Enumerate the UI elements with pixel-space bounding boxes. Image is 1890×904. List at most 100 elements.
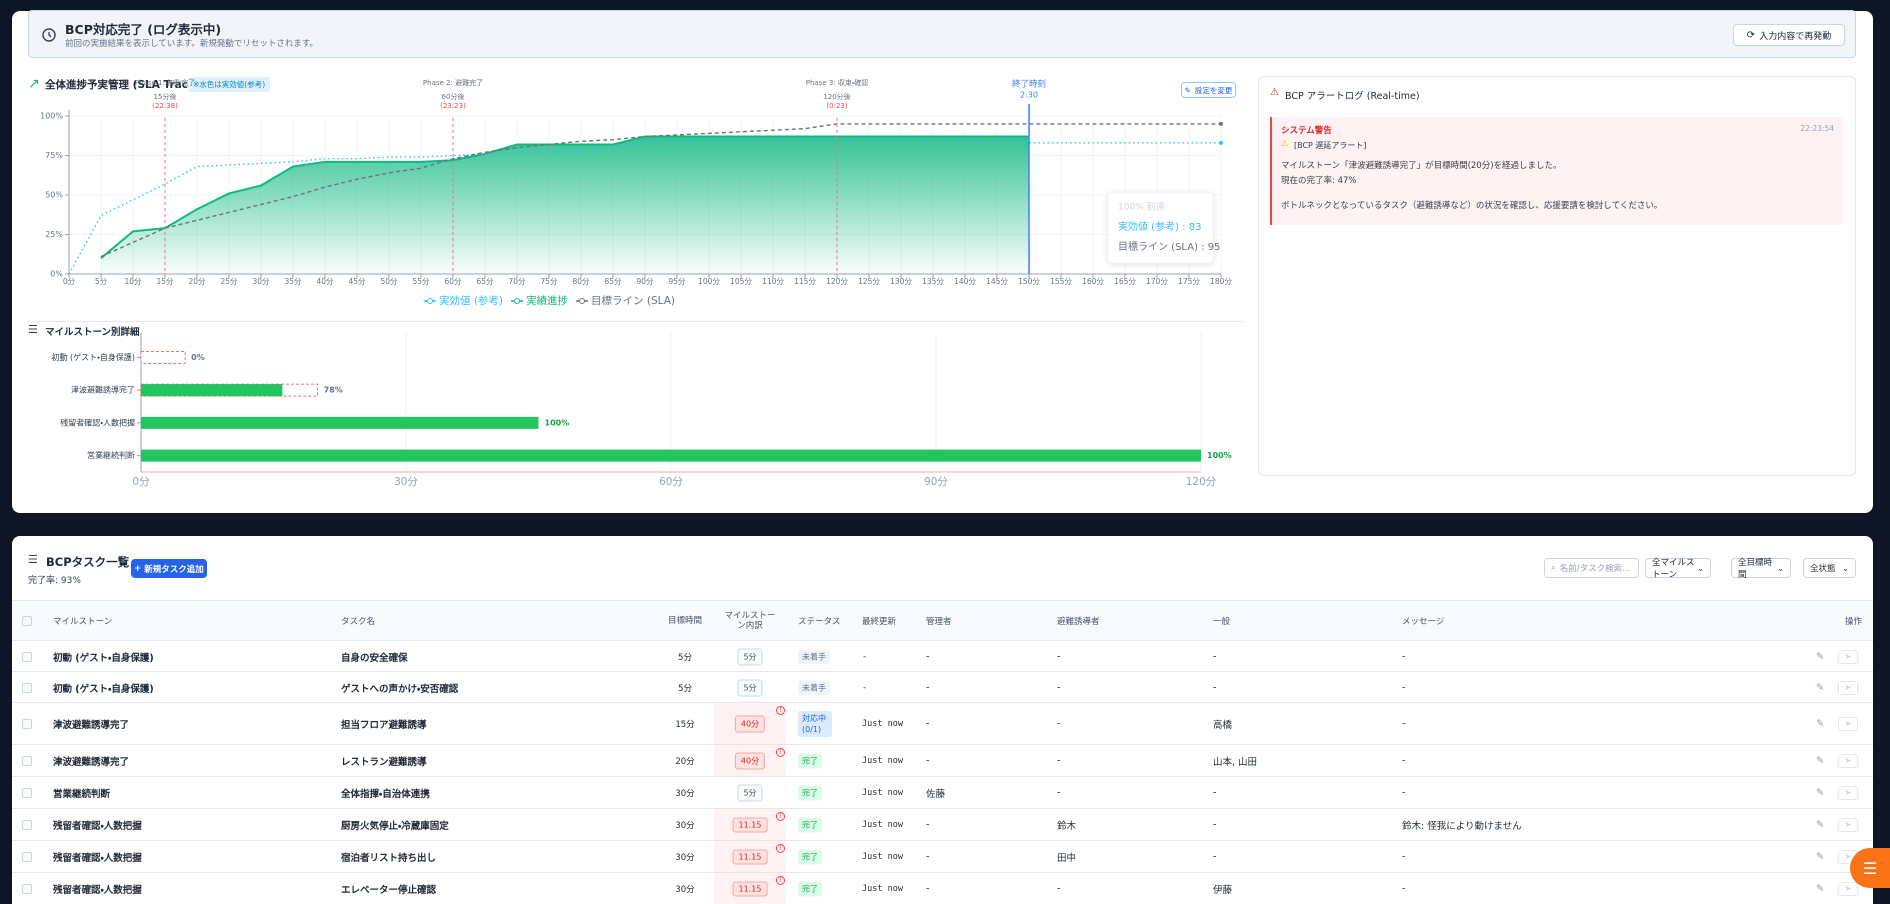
row-checkbox[interactable] <box>22 719 32 729</box>
column-header: 管理者 <box>926 617 952 627</box>
send-button[interactable]: ➤ <box>1838 680 1858 695</box>
edit-button[interactable]: ✎ <box>1816 787 1825 799</box>
row-checkbox[interactable] <box>22 682 32 693</box>
send-button[interactable]: ➤ <box>1838 786 1858 800</box>
overdue-icon: ! <box>776 844 785 853</box>
milestone-time: (22:38) <box>152 102 178 110</box>
message-cell: - <box>1402 718 1406 730</box>
status-badge: 完了 <box>798 881 822 897</box>
list-icon: ☰ <box>28 323 38 336</box>
edit-button[interactable]: ✎ <box>1816 718 1825 730</box>
filter-select[interactable]: 全状態 ⌄ <box>1803 558 1856 578</box>
settings-button-label: 設定を変更 <box>1194 85 1233 95</box>
send-button[interactable]: ➤ <box>1838 754 1858 768</box>
select-all-checkbox[interactable] <box>22 616 32 626</box>
manager-cell: - <box>926 851 930 863</box>
updated-cell: Just now <box>862 820 903 830</box>
x-tick-label: 110分 <box>762 277 784 286</box>
x-tick-label: 165分 <box>1114 277 1136 286</box>
y-tick-label: 0% <box>50 270 63 279</box>
general-cell: - <box>1213 651 1217 662</box>
alert-heading: [BCP 遅延アラート] <box>1294 141 1367 150</box>
updated-cell: Just now <box>862 756 903 766</box>
target-time: 30分 <box>675 885 695 895</box>
guide-cell: - <box>1057 682 1061 693</box>
edit-button[interactable]: ✎ <box>1816 755 1825 767</box>
send-button[interactable]: ➤ <box>1838 818 1858 832</box>
x-tick-label: 60分 <box>444 277 462 286</box>
row-checkbox[interactable] <box>22 884 32 894</box>
breakdown-badge: 40分 <box>734 715 766 733</box>
detail-title: マイルストーン別詳細 <box>45 327 140 338</box>
status-badge: 完了 <box>798 849 822 865</box>
search-input[interactable]: ⌕ 名前/タスク検索... <box>1544 558 1639 578</box>
category-label: 津波避難誘導完了 <box>71 385 135 395</box>
floating-menu-button[interactable]: ☰ <box>1850 848 1890 888</box>
edit-button[interactable]: ✎ <box>1816 682 1825 693</box>
x-tick-label: 65分 <box>476 277 494 286</box>
send-button[interactable]: ➤ <box>1838 882 1858 896</box>
filter-label: 全マイルストーン <box>1652 558 1695 580</box>
task-name: 全体指揮・自治体連携 <box>341 789 430 800</box>
legend-label: 目標ライン (SLA) <box>591 294 675 307</box>
filter-caret: ⌄ <box>1842 563 1849 573</box>
x-tick-label: 90分 <box>924 476 948 488</box>
y-tick-label: 100% <box>40 112 63 121</box>
x-tick-label: 105分 <box>730 277 752 286</box>
x-tick-label: 120分 <box>826 277 848 286</box>
task-row: 初動 (ゲスト・自身保護) ゲストへの声かけ・安否確認 5分 5分 未着手 - - - - - ✎ ➤ <box>12 671 1873 703</box>
breakdown-badge: 11.15 <box>732 849 768 865</box>
target-time: 20分 <box>675 757 695 767</box>
row-checkbox[interactable] <box>22 651 32 662</box>
category-label: 残留者確認・人数把握 <box>60 417 135 427</box>
edit-button[interactable]: ✎ <box>1816 651 1825 662</box>
column-header: 操作 <box>1844 617 1862 627</box>
edit-button[interactable]: ✎ <box>1816 819 1825 831</box>
legend-label: 実効値 (参考) <box>439 294 503 307</box>
rerun-button[interactable]: ⟳ 入力内容で再発動 <box>1733 24 1845 46</box>
milestone-label: Phase 2: 避難完了 <box>423 78 483 87</box>
filter-label: 全目標時間 <box>1738 558 1773 580</box>
edit-button[interactable]: ✎ <box>1816 883 1825 895</box>
alert-panel: ⚠ BCP アラートログ (Real-time) システム警告 22:23:54 ⚠… <box>1258 76 1856 476</box>
task-name: 宿泊者リスト持ち出し <box>341 853 437 864</box>
manager-cell: - <box>926 682 930 693</box>
filter-select[interactable]: 全マイルストーン ⌄ <box>1645 558 1711 580</box>
x-tick-label: 15分 <box>156 277 174 286</box>
x-tick-label: 140分 <box>954 277 976 286</box>
send-button[interactable]: ➤ <box>1838 649 1858 664</box>
status-badge: 完了 <box>798 785 822 801</box>
send-button[interactable]: ➤ <box>1838 717 1858 731</box>
column-header: マイルストーン内訳 <box>724 611 776 631</box>
column-header: 最終更新 <box>862 617 897 627</box>
general-cell: - <box>1213 851 1217 863</box>
x-tick-label: 75分 <box>540 277 558 286</box>
divider <box>28 321 1243 322</box>
row-checkbox[interactable] <box>22 788 32 798</box>
completion-rate: 完了率: 93% <box>28 576 81 586</box>
alert-icon: ⚠ <box>1270 87 1279 98</box>
y-tick-label: 50% <box>45 191 63 200</box>
filter-label: 全状態 <box>1810 564 1836 574</box>
completion-label: 0% <box>191 353 205 362</box>
row-checkbox[interactable] <box>22 852 32 862</box>
tooltip-box <box>1107 192 1214 264</box>
task-name: 自身の安全確保 <box>341 652 408 664</box>
x-tick-label: 0分 <box>132 476 150 488</box>
updated-cell: - <box>862 651 868 662</box>
updated-cell: - <box>862 682 868 693</box>
tasks-card: ☰ BCPタスク一覧 完了率: 93% + 新規タスク追加 ⌕ 名前/タスク検索..… <box>12 536 1873 904</box>
row-checkbox[interactable] <box>22 820 32 830</box>
updated-cell: Just now <box>862 884 903 894</box>
milestone-time: (0:23) <box>826 102 847 110</box>
task-row: 残留者確認・人数把握 宿泊者リスト持ち出し 30分 11.15! 完了 Just now -… <box>12 840 1873 873</box>
filter-select[interactable]: 全目標時間 ⌄ <box>1731 558 1791 580</box>
message-cell: - <box>1402 755 1406 767</box>
add-task-button[interactable]: + 新規タスク追加 <box>131 559 207 578</box>
edit-button[interactable]: ✎ <box>1816 851 1825 863</box>
settings-button[interactable]: ✎ 設定を変更 <box>1181 82 1236 98</box>
row-checkbox[interactable] <box>22 756 32 766</box>
end-point <box>1219 140 1223 145</box>
task-name: エレベーター停止確認 <box>341 885 437 896</box>
milestone-offset: 15分後 <box>154 92 177 101</box>
